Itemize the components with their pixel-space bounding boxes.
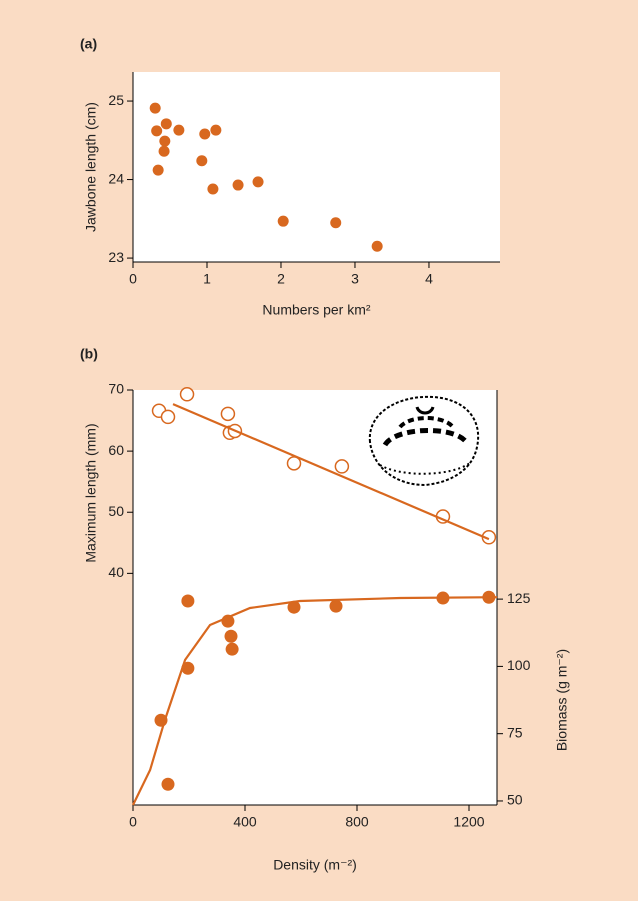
point xyxy=(330,217,342,229)
point xyxy=(151,125,163,137)
point xyxy=(152,164,164,176)
point xyxy=(149,102,161,114)
x-tick-label: 1200 xyxy=(453,814,484,830)
point xyxy=(252,176,264,188)
x-tick-label: 2 xyxy=(277,271,285,287)
x-tick-label: 400 xyxy=(233,814,257,830)
y-tick-label: 23 xyxy=(108,249,124,265)
y2-tick-label: 100 xyxy=(507,657,531,673)
point xyxy=(277,215,289,227)
point xyxy=(371,240,383,252)
panel-title: (b) xyxy=(80,346,98,362)
fit-line xyxy=(172,403,490,541)
point xyxy=(160,409,176,425)
y-axis-label: Jawbone length (cm) xyxy=(83,102,99,232)
limpet-icon xyxy=(368,395,480,487)
y-tick-label: 60 xyxy=(108,442,124,458)
x-tick-label: 0 xyxy=(129,271,137,287)
point xyxy=(181,661,195,675)
point xyxy=(232,179,244,191)
y-tick-label: 24 xyxy=(108,170,124,186)
panel-title: (a) xyxy=(80,36,97,52)
plot-area xyxy=(133,72,500,262)
point xyxy=(158,145,170,157)
point xyxy=(173,124,185,136)
point xyxy=(207,183,219,195)
point xyxy=(287,600,301,614)
y-tick-label: 50 xyxy=(108,503,124,519)
point xyxy=(161,777,175,791)
point xyxy=(199,128,211,140)
point xyxy=(329,599,343,613)
y-axis-label: Maximum length (mm) xyxy=(83,423,99,562)
x-axis-label: Numbers per km² xyxy=(262,302,370,318)
point xyxy=(160,118,172,130)
x-tick-label: 4 xyxy=(425,271,433,287)
x-tick-label: 3 xyxy=(351,271,359,287)
x-axis-label: Density (m⁻²) xyxy=(273,857,357,873)
y-tick-label: 70 xyxy=(108,381,124,397)
y2-axis-label: Biomass (g m⁻²) xyxy=(554,649,570,751)
x-tick-label: 0 xyxy=(129,814,137,830)
x-tick-label: 800 xyxy=(345,814,369,830)
fit-line xyxy=(132,596,498,806)
point xyxy=(224,629,238,643)
point xyxy=(220,406,236,422)
point xyxy=(181,594,195,608)
y2-tick-label: 50 xyxy=(507,792,523,808)
x-tick-label: 1 xyxy=(203,271,211,287)
y2-tick-label: 75 xyxy=(507,724,523,740)
y-tick-label: 40 xyxy=(108,564,124,580)
y2-tick-label: 125 xyxy=(507,590,531,606)
point xyxy=(210,124,222,136)
point xyxy=(334,459,350,474)
y-tick-label: 25 xyxy=(108,92,124,108)
point xyxy=(196,155,208,167)
point xyxy=(159,135,171,147)
point xyxy=(225,642,239,656)
point xyxy=(179,387,195,402)
